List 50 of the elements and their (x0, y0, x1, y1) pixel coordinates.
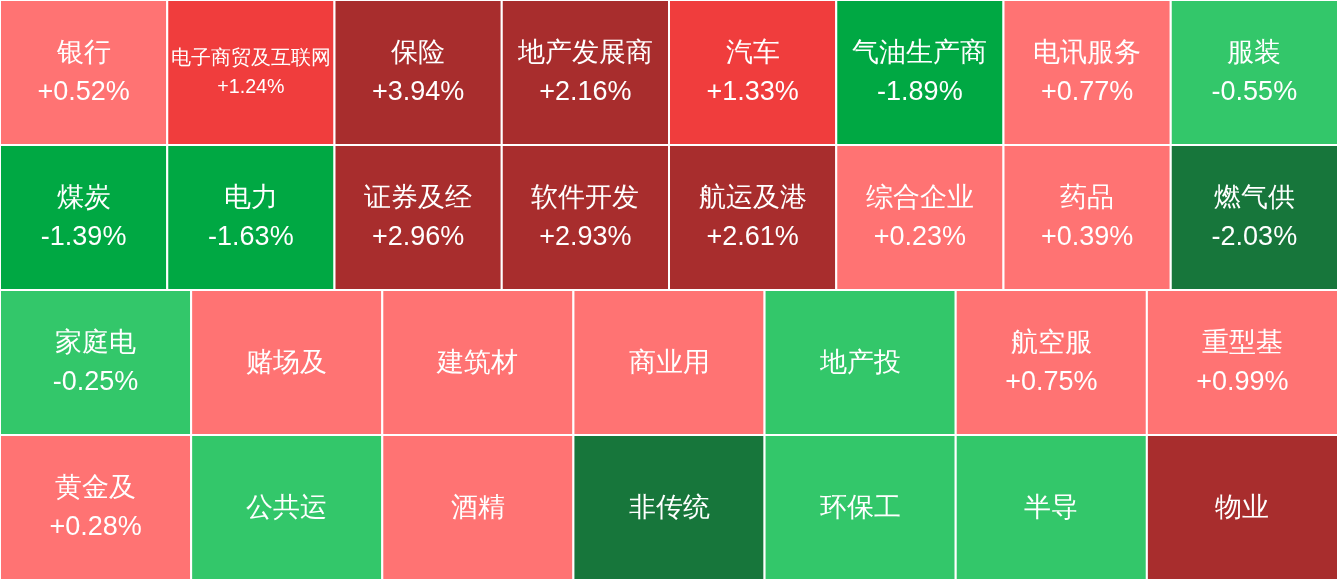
data-label: +0.77% (1040, 75, 1134, 106)
category-label: 环保工 (819, 491, 901, 522)
data-label: -1.39% (40, 220, 127, 251)
data-label: -1.63% (208, 220, 294, 251)
data-label: +3.94% (371, 75, 465, 106)
category-label: 气油生产商 (852, 37, 988, 68)
category-label: 汽车 (725, 37, 780, 68)
data-label: +0.99% (1196, 365, 1289, 396)
data-label: +1.24% (217, 74, 285, 97)
category-label: 重型基 (1201, 327, 1283, 358)
category-label: 公共运 (246, 491, 328, 522)
data-label: -1.89% (877, 75, 963, 106)
data-label: +0.28% (49, 510, 142, 541)
data-label: -2.03% (1211, 220, 1298, 251)
category-label: 非传统 (628, 491, 710, 522)
category-label: 航空服 (1010, 327, 1092, 358)
category-label: 黄金及 (55, 472, 137, 503)
data-label: +0.52% (37, 75, 130, 106)
data-label: +1.33% (706, 75, 799, 106)
category-label: 赌场及 (246, 346, 328, 377)
data-label: +2.93% (539, 220, 632, 251)
data-label: -0.25% (52, 365, 139, 396)
category-label: 半导 (1024, 491, 1079, 522)
category-label: 燃气供 (1213, 182, 1295, 213)
data-label: +0.23% (873, 220, 967, 251)
category-label: 物业 (1215, 491, 1270, 522)
category-label: 航运及港 (698, 182, 807, 213)
category-label: 证券及经 (364, 182, 473, 213)
category-label: 地产发展商 (516, 37, 653, 68)
category-label: 商业用 (628, 346, 710, 377)
category-label: 软件开发 (531, 182, 640, 213)
category-label: 酒精 (450, 491, 505, 522)
data-label: +0.39% (1040, 220, 1134, 251)
category-label: 建筑材 (436, 346, 519, 377)
category-label: 煤炭 (56, 182, 111, 213)
data-label: +0.75% (1005, 365, 1098, 396)
data-label: +2.96% (371, 220, 465, 251)
category-label: 综合企业 (865, 182, 974, 213)
category-label: 地产投 (818, 346, 901, 377)
category-label: 服装 (1227, 37, 1282, 68)
category-label: 保险 (391, 37, 446, 68)
data-label: +2.61% (706, 220, 799, 251)
data-label: +2.16% (539, 75, 632, 106)
category-label: 家庭电 (55, 327, 137, 358)
category-label: 银行 (55, 37, 111, 68)
category-label: 电力 (223, 182, 278, 213)
category-label: 电讯服务 (1033, 37, 1142, 68)
category-label: 药品 (1060, 182, 1115, 213)
category-label: 电子商贸及互联网 (170, 46, 331, 69)
data-label: -0.55% (1211, 75, 1298, 106)
